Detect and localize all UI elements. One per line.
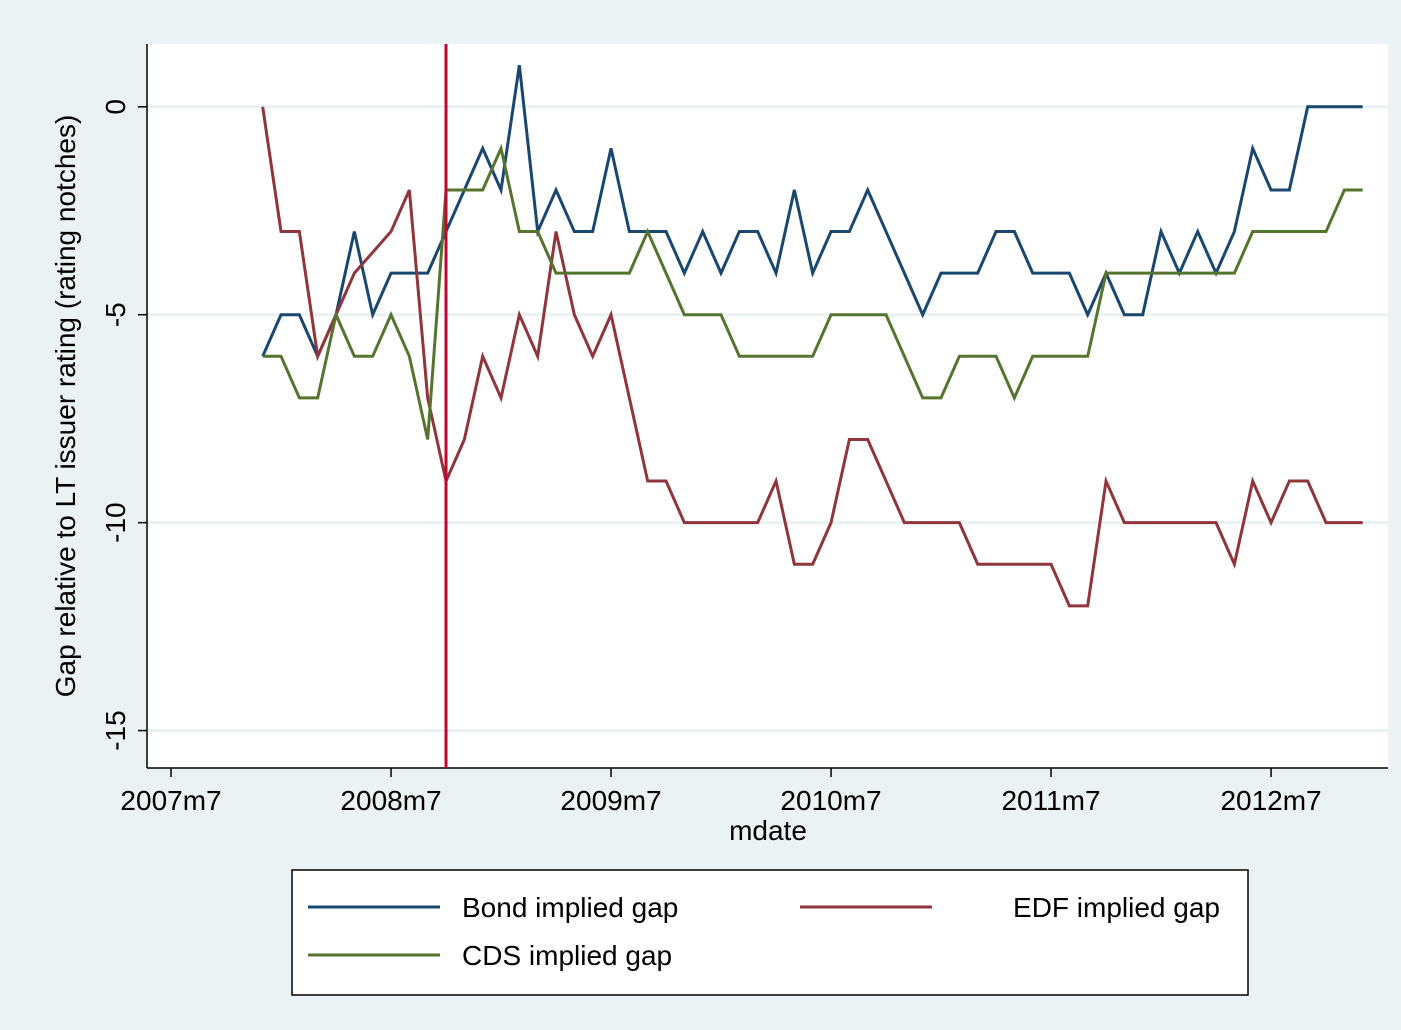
y-tick-label: 0 xyxy=(100,99,131,115)
legend xyxy=(291,869,1249,996)
legend-label: EDF implied gap xyxy=(1013,892,1220,923)
x-tick-label: 2010m7 xyxy=(780,785,881,816)
y-axis-title: Gap relative to LT issuer rating (rating… xyxy=(50,115,81,698)
legend-label: Bond implied gap xyxy=(462,892,678,923)
x-tick-label: 2012m7 xyxy=(1220,785,1321,816)
y-tick-label: -5 xyxy=(100,302,131,327)
y-tick-label: -10 xyxy=(100,502,131,542)
y-tick-label: -15 xyxy=(100,710,131,750)
x-axis-title: mdate xyxy=(729,815,807,846)
x-tick-label: 2008m7 xyxy=(340,785,441,816)
x-tick-label: 2009m7 xyxy=(560,785,661,816)
x-tick-label: 2007m7 xyxy=(120,785,221,816)
legend-label: CDS implied gap xyxy=(462,940,672,971)
x-tick-label: 2011m7 xyxy=(1001,785,1100,816)
plot-area xyxy=(147,44,1388,768)
